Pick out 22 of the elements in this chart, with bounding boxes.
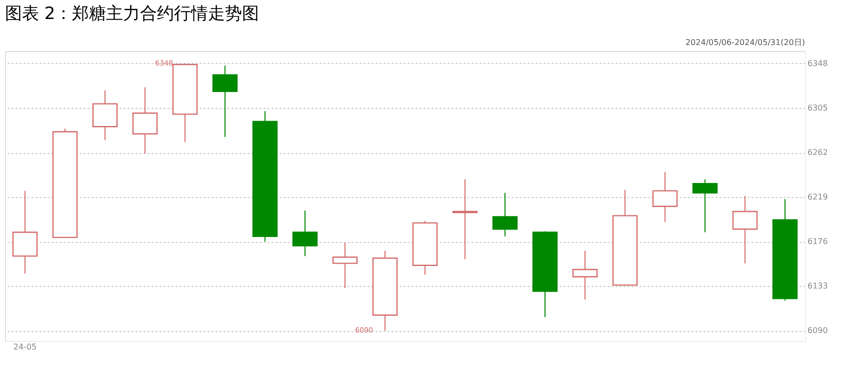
candlestick (12, 190, 38, 274)
candlestick (692, 178, 718, 233)
y-tick-label: 6348 (808, 58, 828, 68)
text: 2024/05/06-2024/05/31(20日) (685, 38, 805, 47)
candlestick (492, 192, 518, 237)
y-tick-label: 6133 (808, 282, 828, 291)
y-tick-label: 6090 (808, 326, 828, 336)
y-tick-label: 6262 (808, 148, 828, 157)
y-tick-label: 6305 (808, 103, 828, 112)
x-tick-label: 24-05 (13, 342, 37, 352)
y-tick-label: 6176 (808, 237, 828, 246)
candlestick (732, 196, 758, 264)
candlestick (292, 210, 318, 257)
candlestick (652, 172, 678, 222)
chart-title: 图表 2：郑糖主力合约行情走势图 (5, 4, 260, 24)
candlestick (332, 242, 358, 289)
candlestick (132, 86, 158, 154)
candlestick (212, 65, 238, 138)
candlestick (572, 250, 598, 300)
candlestick (92, 90, 118, 141)
candlestick (452, 178, 478, 260)
y-tick-label: 6219 (808, 192, 828, 202)
